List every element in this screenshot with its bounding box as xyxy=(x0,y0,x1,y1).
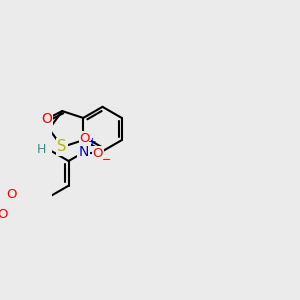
Text: O: O xyxy=(41,112,52,126)
Text: O: O xyxy=(6,188,16,201)
Text: O: O xyxy=(80,132,90,145)
Text: −: − xyxy=(102,155,111,165)
Text: O: O xyxy=(93,147,103,160)
Text: +: + xyxy=(88,137,96,147)
Text: O: O xyxy=(0,208,8,221)
Text: H: H xyxy=(36,143,46,157)
Text: N: N xyxy=(78,146,89,159)
Text: S: S xyxy=(58,140,67,154)
